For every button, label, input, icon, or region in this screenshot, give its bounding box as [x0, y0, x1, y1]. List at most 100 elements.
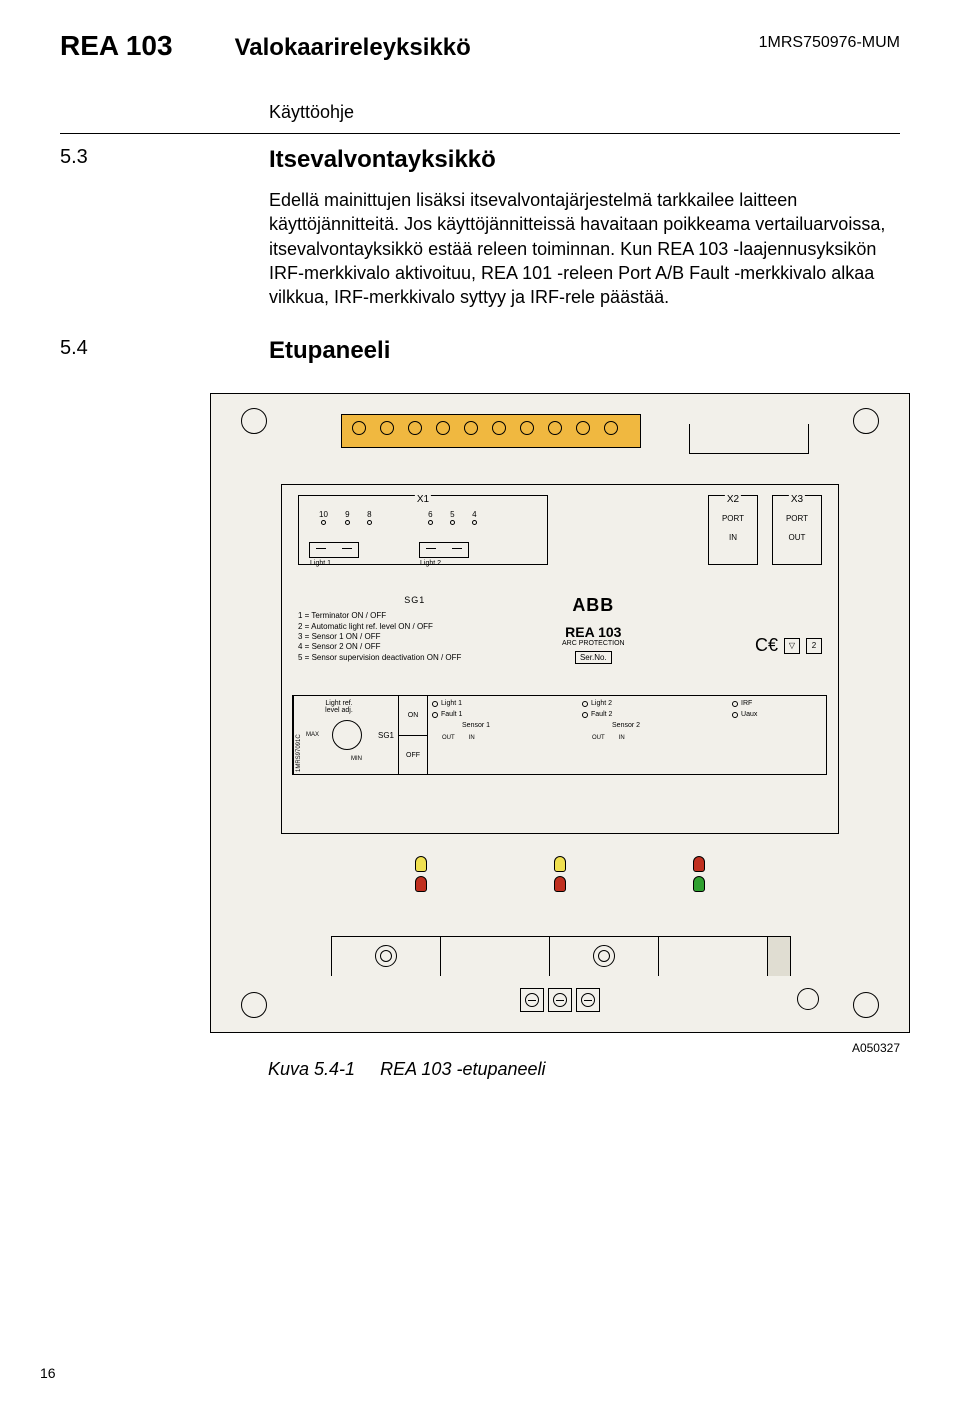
front-panel-figure: X1 10 9 8 6 5 4 Light 1 [210, 393, 910, 1080]
cert-triangle-icon: ▽ [784, 638, 800, 654]
led-label: Uaux [741, 711, 757, 718]
brand-block: ABB REA 103 ARC PROTECTION Ser.No. [562, 595, 625, 665]
product-subtitle: ARC PROTECTION [562, 640, 625, 647]
pin-number: 6 [428, 510, 432, 519]
pin-icon [450, 520, 455, 525]
dash-icon [426, 548, 436, 549]
led-label: Fault 1 [441, 711, 462, 718]
led-green-icon [693, 876, 705, 892]
sg1-legend: SG1 1 = Terminator ON / OFF 2 = Automati… [298, 595, 461, 663]
knob-label: Light ref. [306, 700, 372, 707]
sensor-out: OUT [442, 735, 455, 741]
control-strip: 1MRS97091C Light ref. level adj. MAX MIN… [292, 695, 827, 775]
led-yellow-icon [554, 856, 566, 872]
terminal-hole [408, 421, 422, 435]
led-column-2: Light 2 Fault 2 Sensor 2 OUTIN [578, 696, 728, 774]
sensor-label: Sensor 2 [612, 722, 724, 729]
sg1-line: 1 = Terminator ON / OFF [298, 611, 461, 621]
led-icon [582, 701, 588, 707]
ground-icon [797, 988, 819, 1010]
screw-plate [548, 988, 572, 1012]
led-yellow-icon [415, 856, 427, 872]
figure-caption: Kuva 5.4-1 REA 103 -etupaneeli [268, 1059, 910, 1080]
foot-end [768, 937, 790, 976]
terminal-hole [380, 421, 394, 435]
sensor-label: Sensor 1 [462, 722, 574, 729]
dash-icon [342, 548, 352, 549]
connector-label: X3 [789, 494, 805, 505]
terminal-holes [352, 421, 618, 435]
sg1-on: ON [399, 696, 427, 735]
sg1-line: 5 = Sensor supervision deactivation ON /… [298, 653, 461, 663]
lens-icon [375, 945, 397, 967]
indicator-row [211, 856, 909, 892]
bottom-screw-row [520, 988, 600, 1012]
led-icon [732, 701, 738, 707]
led-red-icon [554, 876, 566, 892]
terminal-hole [604, 421, 618, 435]
serial-number-field: Ser.No. [575, 651, 612, 664]
terminal-hole [352, 421, 366, 435]
sensor-in: IN [469, 735, 475, 741]
sg1-line: 2 = Automatic light ref. level ON / OFF [298, 622, 461, 632]
ce-mark: C€ [755, 635, 778, 656]
connector-label: X2 [725, 494, 741, 505]
foot-spacer [659, 937, 768, 976]
indicator-pair [554, 856, 566, 892]
pin-number: 8 [367, 510, 371, 519]
sg1-line: 3 = Sensor 1 ON / OFF [298, 632, 461, 642]
connector-x1: X1 10 9 8 6 5 4 Light 1 [298, 495, 548, 565]
pin-icon [367, 520, 372, 525]
terminal-hole [492, 421, 506, 435]
section-number: 5.3 [60, 146, 239, 174]
section-54: 5.4 Etupaneeli [60, 337, 900, 365]
pin-row: 10 9 8 6 5 4 [319, 510, 477, 525]
led-label: IRF [741, 700, 752, 707]
section-title: Etupaneeli [269, 337, 390, 365]
screw-icon [241, 408, 267, 434]
led-column-1: Light 1 Fault 1 Sensor 1 OUT IN [428, 696, 578, 774]
knob-min: MIN [306, 756, 362, 762]
cert-marks: C€ ▽ 2 [755, 635, 822, 656]
led-label: Light 2 [591, 700, 612, 707]
pin-number: 9 [345, 510, 349, 519]
led-label: Light 1 [441, 700, 462, 707]
pin-icon [345, 520, 350, 525]
document-page: REA 103 Valokaarireleyksikkö 1MRS750976-… [0, 0, 960, 1401]
port-dir: IN [709, 533, 757, 542]
header-docnum: 1MRS750976-MUM [759, 34, 900, 52]
sg1-line: 4 = Sensor 2 ON / OFF [298, 642, 461, 652]
dash-icon [452, 548, 462, 549]
sensor-out: OUT [592, 735, 605, 741]
terminal-hole [520, 421, 534, 435]
screw-icon [853, 408, 879, 434]
screw-icon [241, 992, 267, 1018]
terminal-hole [464, 421, 478, 435]
panel-slot [689, 424, 809, 454]
figure-number: Kuva 5.4-1 [268, 1059, 355, 1079]
pin-number: 10 [319, 510, 328, 519]
led-icon [432, 712, 438, 718]
dash-icon [316, 548, 326, 549]
sg1-switch: ON OFF [398, 696, 428, 774]
pin-icon [428, 520, 433, 525]
screw-plate [520, 988, 544, 1012]
light1-port: Light 1 [309, 542, 359, 558]
page-number: 16 [40, 1365, 56, 1381]
indicator-pair [415, 856, 427, 892]
front-panel: X1 10 9 8 6 5 4 Light 1 [210, 393, 910, 1033]
indicator-pair [693, 856, 705, 892]
connector-x2: X2 PORT IN [708, 495, 758, 565]
screw-plate [576, 988, 600, 1012]
light2-port: Light 2 [419, 542, 469, 558]
connector-label: X1 [415, 494, 431, 505]
sg1-title: SG1 [368, 595, 461, 607]
section-53: 5.3 Itsevalvontayksikkö [60, 146, 900, 174]
cert-triangle-icon: 2 [806, 638, 822, 654]
screw-icon [853, 992, 879, 1018]
knob-max: MAX [306, 732, 319, 738]
screw-slot-icon [525, 993, 539, 1007]
led-icon [432, 701, 438, 707]
paragraph: Edellä mainittujen lisäksi itsevalvontaj… [269, 188, 900, 309]
terminal-strip [341, 414, 641, 448]
